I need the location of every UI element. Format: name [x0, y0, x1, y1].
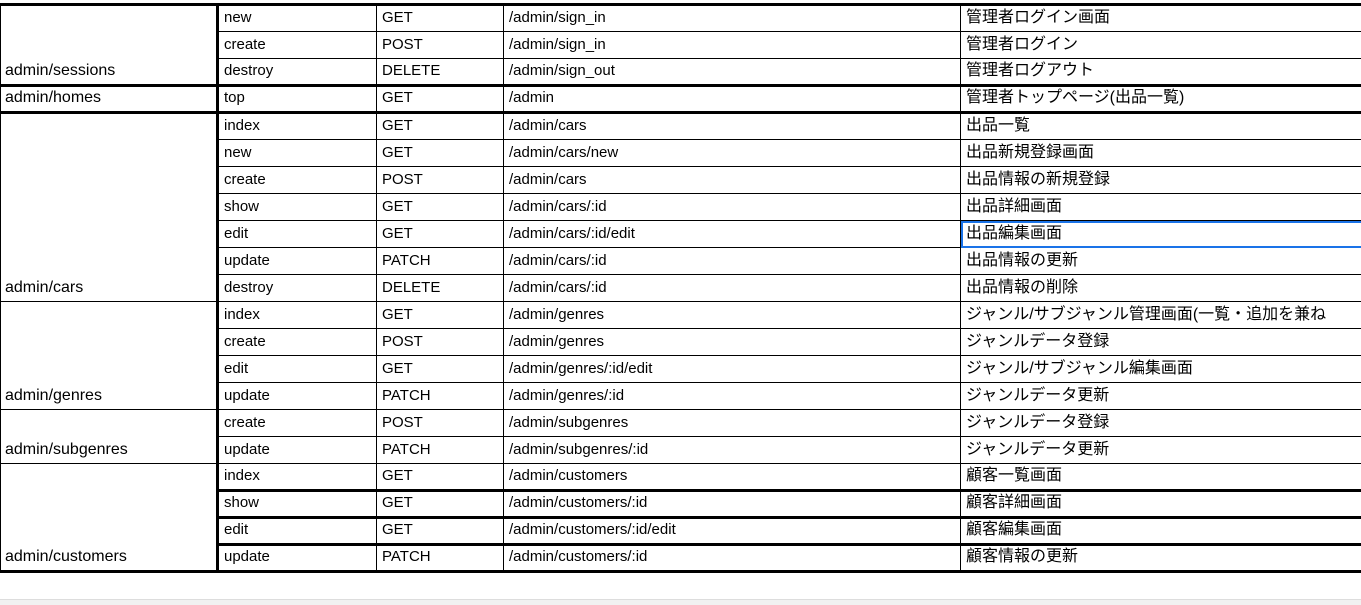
action-cell[interactable]: edit [218, 356, 377, 383]
description-cell[interactable]: 出品情報の更新 [961, 248, 1361, 275]
description-cell[interactable]: ジャンルデータ更新 [961, 383, 1361, 410]
action-cell[interactable]: index [218, 113, 377, 140]
action-cell[interactable]: destroy [218, 275, 377, 302]
action-cell[interactable]: create [218, 410, 377, 437]
method-cell[interactable]: PATCH [377, 383, 504, 410]
description-cell[interactable]: 顧客詳細画面 [961, 491, 1361, 518]
description-cell[interactable]: 出品詳細画面 [961, 194, 1361, 221]
controller-cell[interactable]: admin/cars [1, 113, 218, 302]
selected-description-cell[interactable]: 出品編集画面 [961, 221, 1361, 248]
description-cell[interactable]: 顧客編集画面 [961, 518, 1361, 545]
path-cell[interactable]: /admin/customers/:id/edit [504, 518, 961, 545]
action-cell[interactable]: update [218, 437, 377, 464]
action-cell[interactable]: destroy [218, 59, 377, 86]
method-cell[interactable]: GET [377, 221, 504, 248]
description-cell[interactable]: ジャンルデータ登録 [961, 410, 1361, 437]
method-cell[interactable]: GET [377, 194, 504, 221]
controller-cell[interactable]: admin/subgenres [1, 410, 218, 464]
path-cell[interactable]: /admin/customers/:id [504, 491, 961, 518]
method-cell[interactable]: GET [377, 491, 504, 518]
controller-cell[interactable]: admin/homes [1, 86, 218, 113]
action-cell[interactable]: edit [218, 221, 377, 248]
action-cell[interactable]: show [218, 194, 377, 221]
sheet-empty-area [0, 599, 1361, 605]
action-cell[interactable]: edit [218, 518, 377, 545]
action-cell[interactable]: create [218, 32, 377, 59]
description-cell[interactable]: 管理者トップページ(出品一覧) [961, 86, 1361, 113]
action-cell[interactable]: create [218, 329, 377, 356]
path-cell[interactable]: /admin/genres [504, 329, 961, 356]
method-cell[interactable]: POST [377, 329, 504, 356]
method-cell[interactable]: DELETE [377, 275, 504, 302]
action-cell[interactable]: update [218, 383, 377, 410]
controller-cell[interactable]: admin/sessions [1, 5, 218, 86]
action-cell[interactable]: create [218, 167, 377, 194]
path-cell[interactable]: /admin/sign_in [504, 32, 961, 59]
path-cell[interactable]: /admin/genres/:id [504, 383, 961, 410]
description-cell[interactable]: 出品情報の新規登録 [961, 167, 1361, 194]
description-cell[interactable]: 管理者ログイン画面 [961, 5, 1361, 32]
description-cell[interactable]: ジャンル/サブジャンル管理画面(一覧・追加を兼ね [961, 302, 1361, 329]
method-cell[interactable]: GET [377, 86, 504, 113]
path-cell[interactable]: /admin/genres [504, 302, 961, 329]
method-cell[interactable]: GET [377, 518, 504, 545]
action-cell[interactable]: new [218, 5, 377, 32]
action-cell[interactable]: index [218, 464, 377, 491]
path-cell[interactable]: /admin/customers [504, 464, 961, 491]
action-cell[interactable]: show [218, 491, 377, 518]
method-cell[interactable]: DELETE [377, 59, 504, 86]
method-cell[interactable]: PATCH [377, 248, 504, 275]
path-cell[interactable]: /admin/cars [504, 113, 961, 140]
description-cell[interactable]: ジャンル/サブジャンル編集画面 [961, 356, 1361, 383]
action-cell[interactable]: new [218, 140, 377, 167]
path-cell[interactable]: /admin/cars/:id [504, 275, 961, 302]
description-cell[interactable]: 出品一覧 [961, 113, 1361, 140]
method-cell[interactable]: PATCH [377, 545, 504, 572]
controller-cell[interactable]: admin/customers [1, 464, 218, 572]
controller-cell[interactable]: admin/genres [1, 302, 218, 410]
method-cell[interactable]: GET [377, 302, 504, 329]
method-cell[interactable]: GET [377, 113, 504, 140]
method-cell[interactable]: GET [377, 356, 504, 383]
method-cell[interactable]: POST [377, 32, 504, 59]
description-cell[interactable]: 管理者ログイン [961, 32, 1361, 59]
path-cell[interactable]: /admin/cars/:id [504, 194, 961, 221]
method-cell[interactable]: POST [377, 167, 504, 194]
method-cell[interactable]: GET [377, 140, 504, 167]
path-cell[interactable]: /admin/subgenres [504, 410, 961, 437]
path-cell[interactable]: /admin/cars [504, 167, 961, 194]
action-cell[interactable]: update [218, 545, 377, 572]
description-cell[interactable]: 管理者ログアウト [961, 59, 1361, 86]
description-cell[interactable]: 顧客一覧画面 [961, 464, 1361, 491]
action-cell[interactable]: top [218, 86, 377, 113]
path-cell[interactable]: /admin/customers/:id [504, 545, 961, 572]
path-cell[interactable]: /admin/sign_out [504, 59, 961, 86]
path-cell[interactable]: /admin/subgenres/:id [504, 437, 961, 464]
path-cell[interactable]: /admin [504, 86, 961, 113]
action-cell[interactable]: index [218, 302, 377, 329]
description-cell[interactable]: ジャンルデータ更新 [961, 437, 1361, 464]
path-cell[interactable]: /admin/cars/new [504, 140, 961, 167]
method-cell[interactable]: GET [377, 464, 504, 491]
description-cell[interactable]: 出品情報の削除 [961, 275, 1361, 302]
description-cell[interactable]: 顧客情報の更新 [961, 545, 1361, 572]
action-cell[interactable]: update [218, 248, 377, 275]
path-cell[interactable]: /admin/cars/:id [504, 248, 961, 275]
method-cell[interactable]: GET [377, 5, 504, 32]
path-cell[interactable]: /admin/sign_in [504, 5, 961, 32]
path-cell[interactable]: /admin/cars/:id/edit [504, 221, 961, 248]
description-cell[interactable]: 出品新規登録画面 [961, 140, 1361, 167]
method-cell[interactable]: POST [377, 410, 504, 437]
path-cell[interactable]: /admin/genres/:id/edit [504, 356, 961, 383]
method-cell[interactable]: PATCH [377, 437, 504, 464]
description-cell[interactable]: ジャンルデータ登録 [961, 329, 1361, 356]
